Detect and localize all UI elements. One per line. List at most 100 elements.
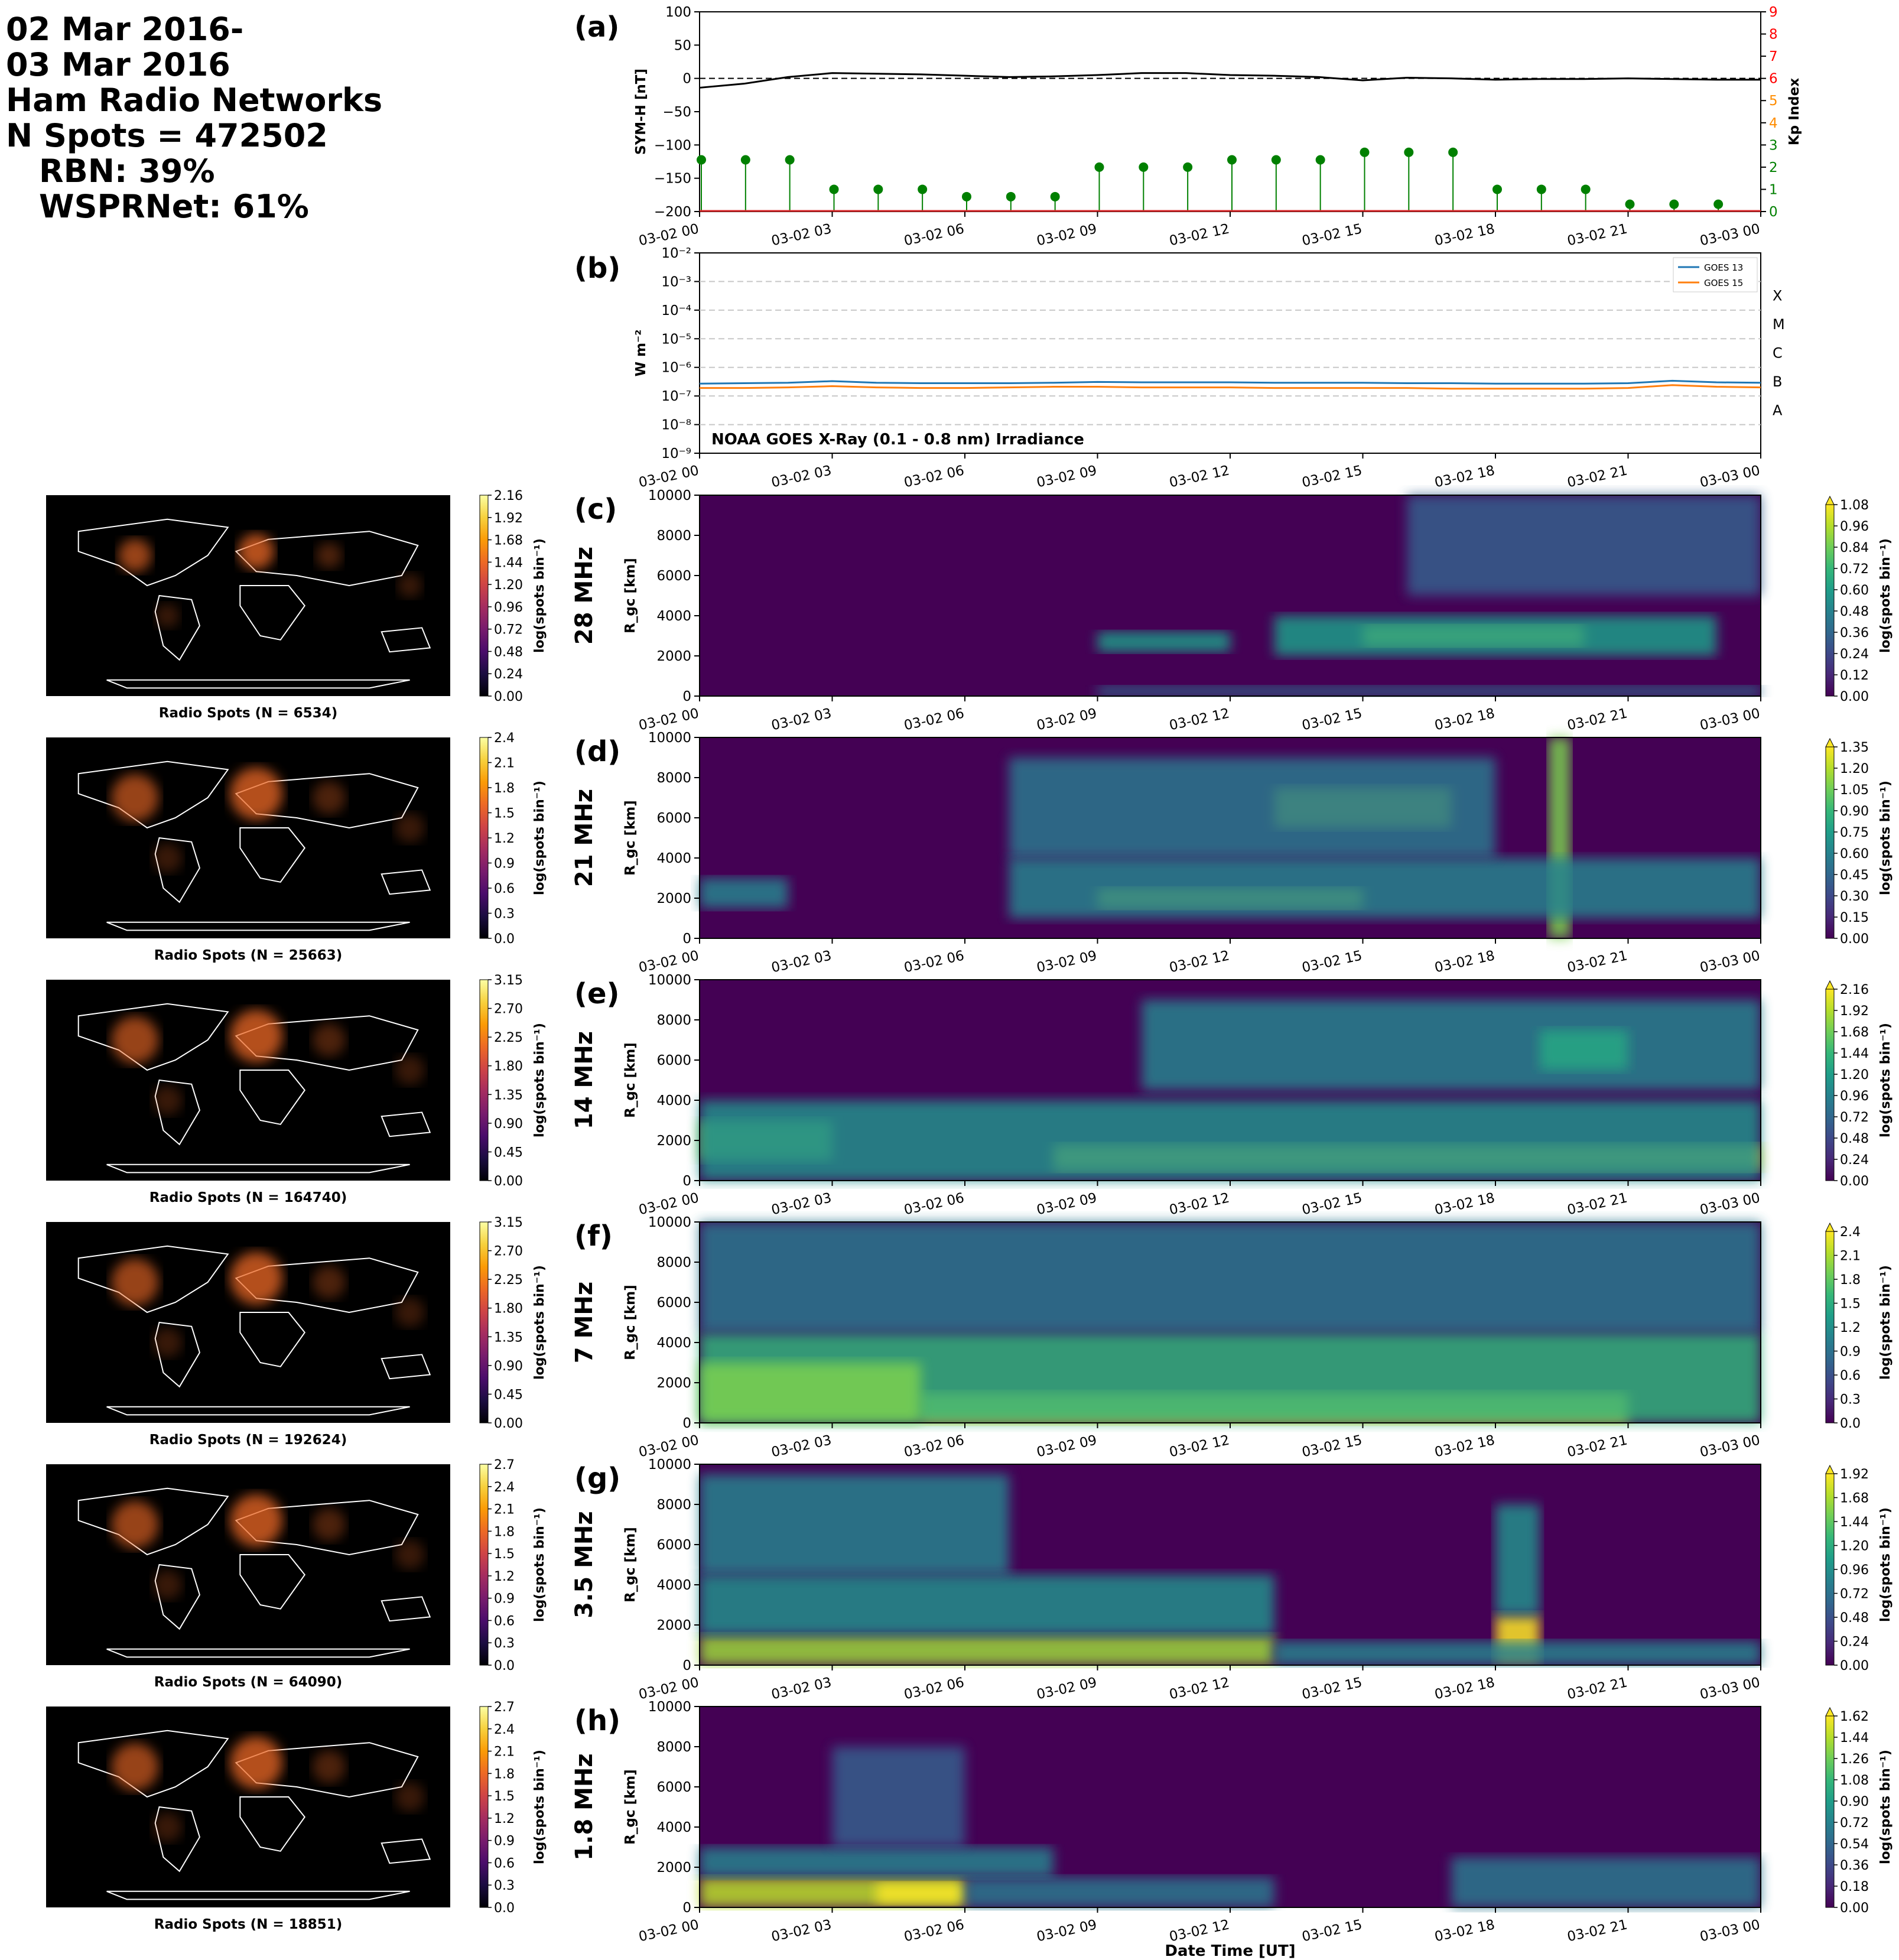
- heatmap-cell: [832, 1747, 965, 1847]
- spot-density-blob: [395, 1055, 425, 1085]
- y-right-tick-label: 5: [1769, 93, 1778, 109]
- x-tick-label: 03-02 15: [1300, 463, 1364, 490]
- spot-density-blob: [230, 1736, 283, 1789]
- x-tick-label: 03-02 00: [638, 1190, 701, 1218]
- x-axis-label: Date Time [UT]: [1165, 1942, 1295, 1960]
- spot-density-blob: [152, 1812, 183, 1842]
- y-tick-label: 8000: [656, 1497, 691, 1513]
- colorbar-tick-label: 0.3: [494, 1636, 515, 1651]
- y-right-tick-label: 1: [1769, 182, 1778, 197]
- colorbar-tick-label: 1.8: [494, 1767, 515, 1782]
- x-tick-label: 03-02 21: [1566, 948, 1629, 976]
- x-tick-label: 03-02 06: [903, 948, 966, 976]
- panel-a-frame: [699, 11, 1761, 212]
- heatmap-cell: [700, 1575, 1274, 1635]
- colorbar-tick-label: 0.00: [494, 1174, 523, 1189]
- colorbar-tick-label: 1.20: [1840, 1068, 1869, 1083]
- heatmap-colorbar-label: log(spots bin⁻¹): [1878, 538, 1893, 653]
- y-tick-label: 10000: [648, 1457, 691, 1473]
- colorbar-tick-label: 0.60: [1840, 583, 1869, 598]
- colorbar-tick-label: 0.0: [494, 1901, 515, 1916]
- colorbar-tick-label: 0.30: [1840, 889, 1869, 904]
- heatmap-cell: [700, 1222, 1761, 1332]
- x-tick-label: 03-02 03: [770, 706, 833, 733]
- band-panel-3-5-mhz: Radio Spots (N = 64090) 2.7 2.4 2.1 1.8 1.5 1.…: [46, 1457, 1893, 1702]
- x-tick-label: 03-02 21: [1566, 221, 1629, 249]
- y-tick-label: 50: [674, 38, 691, 53]
- colorbar-tick-label: 0.24: [1840, 1635, 1869, 1650]
- world-map: [46, 1222, 450, 1423]
- y-tick-label: 8000: [656, 528, 691, 544]
- world-map: [46, 495, 450, 696]
- x-tick-label: 03-02 21: [1566, 1917, 1629, 1945]
- colorbar-tick-label: 1.08: [1840, 498, 1869, 513]
- x-tick-label: 03-02 15: [1300, 1190, 1364, 1218]
- x-tick-label: 03-02 12: [1168, 1917, 1231, 1945]
- kp-marker: [829, 184, 839, 194]
- kp-marker: [1581, 184, 1591, 194]
- flare-class-label: X: [1773, 288, 1782, 304]
- colorbar-tick-label: 0.3: [494, 1878, 515, 1893]
- header-date-start: 02 Mar 2016-: [6, 11, 244, 48]
- map-colorbar-label: log(spots bin⁻¹): [532, 538, 547, 653]
- spot-density-blob: [111, 1016, 159, 1064]
- y-tick-label: 4000: [656, 609, 691, 624]
- coastline: [381, 1838, 431, 1864]
- colorbar-tick-label: 0.00: [1840, 1659, 1869, 1673]
- header-spot-count: N Spots = 472502: [6, 117, 328, 154]
- colorbar-tick-label: 3.15: [494, 1215, 523, 1230]
- y-tick-label: 10⁻⁹: [661, 446, 691, 461]
- colorbar-tick-label: 1.05: [1840, 783, 1869, 798]
- x-tick-label: 03-02 09: [1035, 706, 1098, 733]
- x-tick-label: 03-02 18: [1433, 221, 1497, 249]
- x-tick-label: 03-03 00: [1699, 1675, 1762, 1702]
- coastline: [239, 585, 306, 641]
- panel-label: (c): [574, 493, 617, 526]
- colorbar-tick-label: 1.68: [1840, 1025, 1869, 1040]
- heatmap-cell: [700, 1847, 1053, 1877]
- x-tick-label: 03-03 00: [1699, 221, 1762, 249]
- colorbar-tick-label: 1.68: [1840, 1491, 1869, 1506]
- heatmap-colorbar-label: log(spots bin⁻¹): [1878, 1507, 1893, 1622]
- y-tick-label: 8000: [656, 1740, 691, 1755]
- x-tick-label: 03-02 18: [1433, 463, 1497, 490]
- colorbar-tick-label: 0.90: [494, 1359, 523, 1374]
- x-tick-label: 03-02 21: [1566, 463, 1629, 490]
- y-right-tick-label: 9: [1769, 5, 1778, 20]
- kp-marker: [1271, 155, 1281, 165]
- kp-marker: [1050, 191, 1060, 201]
- x-tick-label: 03-02 03: [770, 463, 833, 490]
- map-colorbar-label: log(spots bin⁻¹): [532, 781, 547, 895]
- band-panel-1-8-mhz: Radio Spots (N = 18851) 2.7 2.4 2.1 1.8 1.5 1.…: [46, 1699, 1893, 1960]
- coastline: [381, 1111, 431, 1137]
- colorbar-tick-label: 0.72: [1840, 1816, 1869, 1831]
- heatmap-cell: [700, 1474, 1009, 1575]
- x-tick-label: 03-02 09: [1035, 463, 1098, 490]
- spot-density-blob: [152, 1328, 183, 1357]
- spot-density-blob: [118, 539, 152, 572]
- map-caption: Radio Spots (N = 164740): [149, 1190, 347, 1205]
- x-tick-label: 03-02 15: [1300, 948, 1364, 976]
- colorbar-tick-label: 0.45: [1840, 868, 1869, 883]
- coastline: [77, 1487, 229, 1556]
- coastline: [239, 1554, 306, 1610]
- heatmap-cell: [1407, 495, 1761, 596]
- x-tick-label: 03-02 15: [1300, 1917, 1364, 1945]
- colorbar-tick-label: 0.24: [494, 667, 523, 682]
- spot-density-blob: [155, 603, 180, 628]
- colorbar-tick-label: 1.8: [1840, 1273, 1861, 1288]
- y-tick-label: 2000: [656, 1860, 691, 1876]
- colorbar-tick-label: 0.00: [1840, 690, 1869, 704]
- x-tick-label: 03-02 09: [1035, 1190, 1098, 1218]
- y-tick-label: 4000: [656, 1820, 691, 1835]
- x-tick-label: 03-03 00: [1699, 706, 1762, 733]
- colorbar-tick-label: 1.20: [494, 578, 523, 593]
- flare-class-label: A: [1773, 402, 1783, 418]
- y-right-tick-label: 0: [1769, 204, 1778, 220]
- heatmap-cell: [1009, 758, 1495, 858]
- y-tick-label: 6000: [656, 811, 691, 826]
- colorbar-tick-label: 1.20: [1840, 762, 1869, 776]
- y-tick-label: 2000: [656, 1133, 691, 1149]
- y-tick-label: 10000: [648, 973, 691, 988]
- coastline: [154, 594, 201, 661]
